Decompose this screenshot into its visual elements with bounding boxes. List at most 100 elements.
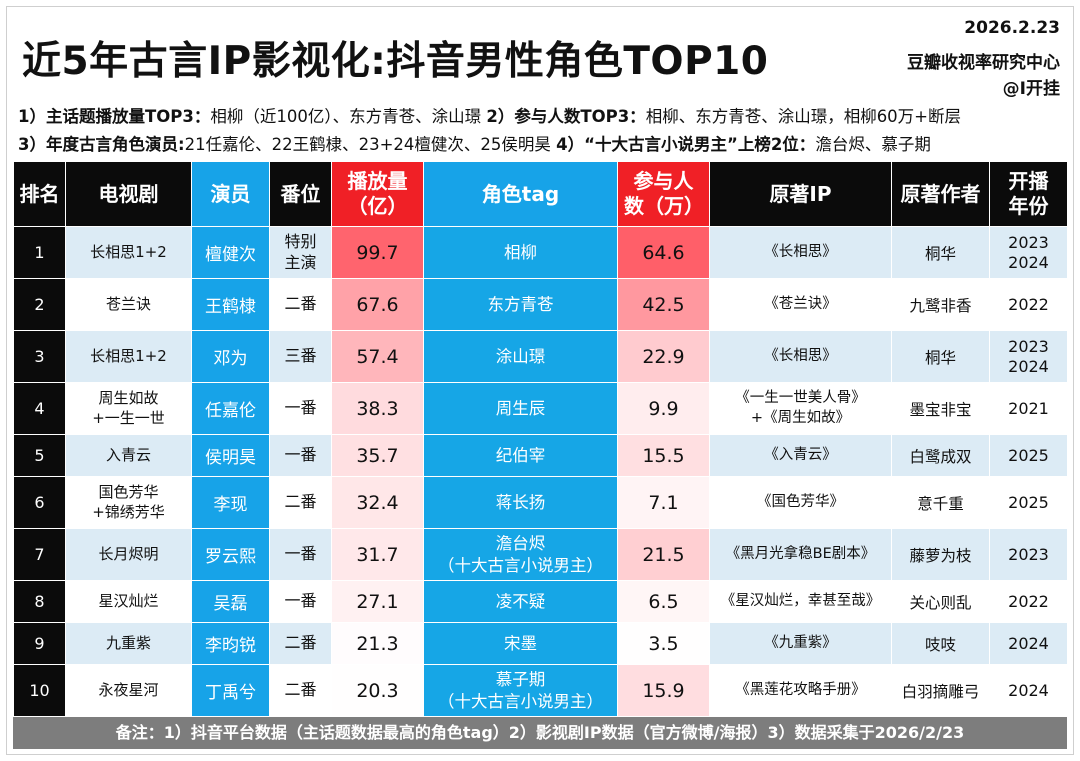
actor-cell: 檀健次 [191, 226, 270, 279]
role-tag-cell: 凌不疑 [423, 580, 618, 623]
views-cell: 67.6 [331, 278, 424, 331]
rank-cell: 8 [13, 580, 66, 623]
participants-cell: 21.5 [617, 528, 710, 581]
source-ip-cell: 《星汉灿烂，幸甚至哉》 [709, 580, 892, 623]
drama-cell: 长相思1+2 [65, 226, 192, 279]
source-author-cell: 白鹭成双 [891, 434, 990, 477]
header-views: 播放量（亿） [331, 161, 424, 227]
year-cell: 2021 [989, 382, 1068, 435]
source-ip-cell: 《国色芳华》 [709, 476, 892, 529]
ranking-table: 排名 电视剧 演员 番位 播放量（亿） 角色tag 参与人数（万） 原著IP 原… [13, 161, 1068, 717]
role-tag-cell: 慕子期 （十大古言小说男主） [423, 664, 618, 717]
source-ip-cell: 《一生一世美人骨》 +《周生如故》 [709, 382, 892, 435]
source-author-cell: 关心则乱 [891, 580, 990, 623]
summary-3-text: 21任嘉伦、22王鹤棣、23+24檀健次、25侯明昊 [184, 135, 551, 154]
drama-cell: 周生如故 +一生一世 [65, 382, 192, 435]
views-cell: 57.4 [331, 330, 424, 383]
actor-cell: 邓为 [191, 330, 270, 383]
drama-cell: 苍兰诀 [65, 278, 192, 331]
source-ip-cell: 《九重紫》 [709, 622, 892, 665]
role-tag-cell: 蒋长扬 [423, 476, 618, 529]
table-row: 3 长相思1+2 邓为 三番 57.4 涂山璟 22.9 《长相思》 桐华 2023 2024 [13, 330, 1068, 383]
summary-2-text: 相柳、东方青苍、涂山璟，相柳60万+断层 [645, 107, 962, 126]
rank-cell: 10 [13, 664, 66, 717]
source-author-cell: 藤萝为枝 [891, 528, 990, 581]
table-row: 8 星汉灿烂 吴磊 一番 27.1 凌不疑 6.5 《星汉灿烂，幸甚至哉》 关心则乱 2022 [13, 580, 1068, 623]
participants-cell: 15.5 [617, 434, 710, 477]
header-drama: 电视剧 [65, 161, 192, 227]
summary-1-label: 1）主话题播放量TOP3： [18, 107, 211, 126]
source-author-cell: 九鹭非香 [891, 278, 990, 331]
views-cell: 31.7 [331, 528, 424, 581]
year-cell: 2024 [989, 664, 1068, 717]
position-cell: 一番 [269, 528, 332, 581]
publish-date: 2026.2.23 [964, 18, 1060, 38]
source-author-cell: 墨宝非宝 [891, 382, 990, 435]
role-tag-cell: 宋墨 [423, 622, 618, 665]
position-cell: 一番 [269, 434, 332, 477]
year-cell: 2025 [989, 476, 1068, 529]
table-row: 9 九重紫 李昀锐 二番 21.3 宋墨 3.5 《九重紫》 吱吱 2024 [13, 622, 1068, 665]
table-row: 2 苍兰诀 王鹤棣 二番 67.6 东方青苍 42.5 《苍兰诀》 九鹭非香 2022 [13, 278, 1068, 331]
actor-cell: 任嘉伦 [191, 382, 270, 435]
actor-cell: 吴磊 [191, 580, 270, 623]
views-cell: 35.7 [331, 434, 424, 477]
views-cell: 27.1 [331, 580, 424, 623]
source-ip-cell: 《长相思》 [709, 226, 892, 279]
header-actor: 演员 [191, 161, 270, 227]
position-cell: 二番 [269, 476, 332, 529]
actor-cell: 王鹤棣 [191, 278, 270, 331]
rank-cell: 4 [13, 382, 66, 435]
table-row: 6 国色芳华 +锦绣芳华 李现 二番 32.4 蒋长扬 7.1 《国色芳华》 意千重 2025 [13, 476, 1068, 529]
rank-cell: 9 [13, 622, 66, 665]
position-cell: 一番 [269, 580, 332, 623]
views-cell: 20.3 [331, 664, 424, 717]
page-title: 近5年古言IP影视化:抖音男性角色TOP10 [22, 39, 769, 84]
views-cell: 99.7 [331, 226, 424, 279]
actor-cell: 李昀锐 [191, 622, 270, 665]
participants-cell: 64.6 [617, 226, 710, 279]
table-row: 1 长相思1+2 檀健次 特别 主演 99.7 相柳 64.6 《长相思》 桐华 2023 202… [13, 226, 1068, 279]
views-cell: 21.3 [331, 622, 424, 665]
source-ip-cell: 《苍兰诀》 [709, 278, 892, 331]
summary-2-label: 2）参与人数TOP3： [486, 107, 646, 126]
year-cell: 2023 [989, 528, 1068, 581]
page-frame [6, 6, 1074, 755]
table-body: 1 长相思1+2 檀健次 特别 主演 99.7 相柳 64.6 《长相思》 桐华 2023 202… [13, 226, 1068, 717]
rank-cell: 2 [13, 278, 66, 331]
source-author-cell: 白羽摘雕弓 [891, 664, 990, 717]
header-year: 开播年份 [989, 161, 1068, 227]
participants-cell: 42.5 [617, 278, 710, 331]
actor-cell: 丁禹兮 [191, 664, 270, 717]
role-tag-cell: 纪伯宰 [423, 434, 618, 477]
summary-1-text: 相柳（近100亿）、东方青苍、涂山璟 [210, 107, 482, 126]
header-rank: 排名 [13, 161, 66, 227]
source-ip-cell: 《黑月光拿稳BE剧本》 [709, 528, 892, 581]
source-author-cell: 桐华 [891, 330, 990, 383]
drama-cell: 长相思1+2 [65, 330, 192, 383]
year-cell: 2022 [989, 278, 1068, 331]
drama-cell: 国色芳华 +锦绣芳华 [65, 476, 192, 529]
participants-cell: 7.1 [617, 476, 710, 529]
views-cell: 32.4 [331, 476, 424, 529]
rank-cell: 3 [13, 330, 66, 383]
summary-line-1: 1）主话题播放量TOP3：相柳（近100亿）、东方青苍、涂山璟 2）参与人数TO… [18, 103, 961, 127]
source-author-cell: 桐华 [891, 226, 990, 279]
header-tag: 角色tag [423, 161, 618, 227]
drama-cell: 永夜星河 [65, 664, 192, 717]
year-cell: 2023 2024 [989, 226, 1068, 279]
actor-cell: 罗云熙 [191, 528, 270, 581]
year-cell: 2022 [989, 580, 1068, 623]
organization-name: 豆瓣收视率研究中心 [907, 53, 1060, 73]
source-author-cell: 意千重 [891, 476, 990, 529]
year-cell: 2023 2024 [989, 330, 1068, 383]
rank-cell: 6 [13, 476, 66, 529]
position-cell: 三番 [269, 330, 332, 383]
participants-cell: 15.9 [617, 664, 710, 717]
views-cell: 38.3 [331, 382, 424, 435]
source-ip-cell: 《长相思》 [709, 330, 892, 383]
rank-cell: 7 [13, 528, 66, 581]
header-position: 番位 [269, 161, 332, 227]
source-ip-cell: 《黑莲花攻略手册》 [709, 664, 892, 717]
actor-cell: 侯明昊 [191, 434, 270, 477]
